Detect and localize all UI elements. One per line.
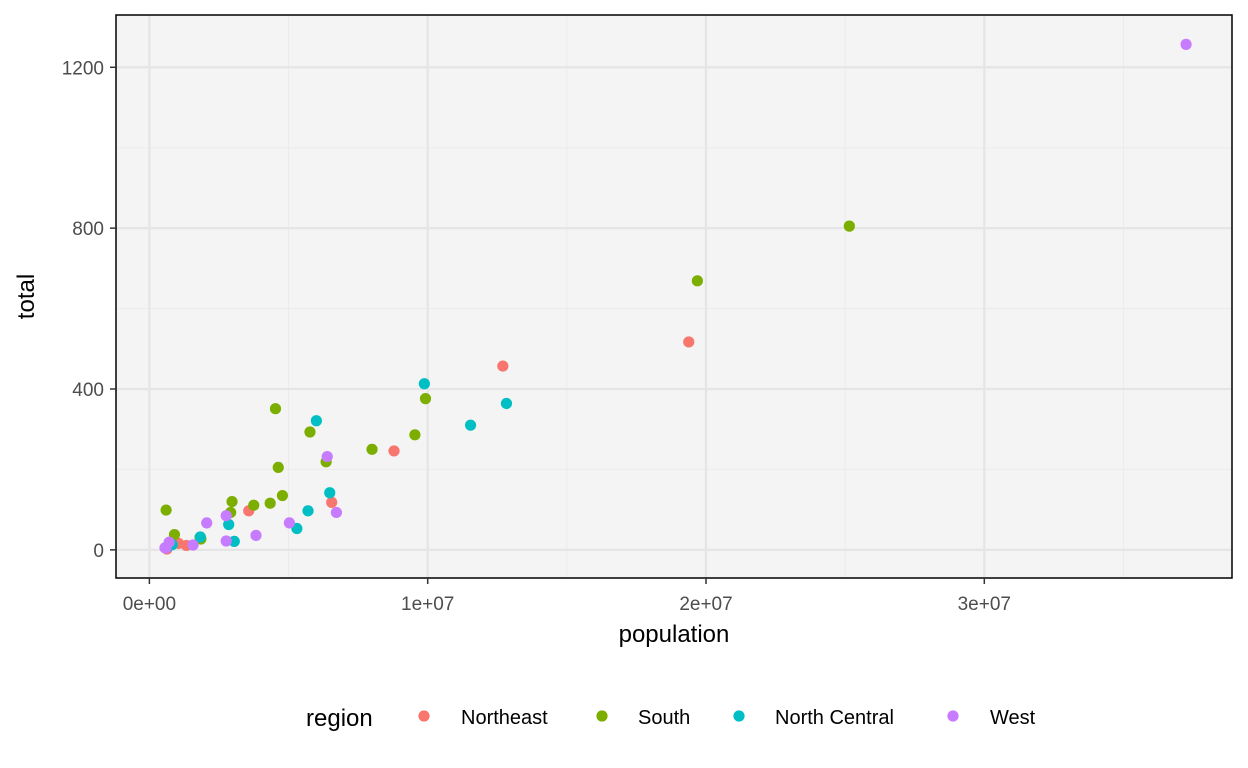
data-point-north-central [310, 415, 322, 427]
legend-key-south [596, 710, 608, 722]
panel-background [116, 15, 1232, 578]
y-axis-title: total [13, 274, 40, 319]
legend-label-northeast: Northeast [461, 707, 548, 729]
data-point-north-central [194, 531, 206, 543]
data-point-south [419, 393, 432, 405]
panel-border [115, 14, 1233, 579]
x-tick-label: 2e+07 [679, 594, 732, 615]
data-point-south [276, 489, 289, 502]
data-point-south [269, 403, 282, 415]
data-point-west [220, 510, 232, 522]
legend-key-west [947, 710, 959, 722]
data-point-north-central [302, 505, 314, 517]
data-point-north-central [418, 378, 430, 390]
x-tick-label: 3e+07 [958, 594, 1011, 615]
y-tick-label: 400 [72, 380, 104, 401]
data-point-south [409, 429, 421, 441]
data-point-south [226, 495, 238, 508]
data-point-west [201, 517, 213, 529]
data-point-northeast [683, 336, 695, 348]
data-point-north-central [324, 487, 336, 499]
legend-label-west: West [990, 707, 1036, 729]
data-point-west [283, 517, 295, 529]
legend-key-northeast [418, 710, 430, 722]
data-point-north-central [464, 419, 477, 431]
data-point-west [187, 539, 199, 551]
data-point-west [220, 535, 232, 547]
legend-label-south: South [638, 707, 690, 729]
y-tick-label: 1200 [62, 58, 104, 79]
data-point-north-central [223, 518, 235, 531]
legend: region Northeast South North Central West [306, 705, 1036, 732]
legend-title: region [306, 705, 373, 732]
data-point-west [1180, 38, 1192, 50]
data-point-northeast [497, 360, 509, 372]
axis-ticks: 0e+00 1e+07 2e+07 3e+07 0 400 800 1200 [62, 58, 1011, 615]
data-point-south [264, 497, 276, 509]
x-axis-title: population [619, 621, 730, 648]
legend-key-north-central [733, 710, 745, 722]
data-point-west [330, 506, 343, 519]
y-tick-label: 800 [72, 219, 104, 240]
data-point-south [691, 275, 703, 287]
data-point-south [160, 504, 172, 516]
data-points [159, 38, 1192, 555]
x-tick-label: 0e+00 [123, 594, 176, 615]
data-point-west [321, 450, 333, 463]
legend-label-north-central: North Central [775, 707, 894, 729]
legend-entries: Northeast South North Central West [418, 707, 1036, 729]
data-point-west [159, 542, 171, 554]
x-tick-label: 1e+07 [401, 594, 454, 615]
data-point-south [843, 220, 855, 232]
data-point-south [304, 426, 316, 438]
data-point-south [248, 499, 260, 511]
data-point-north-central [500, 397, 513, 410]
data-point-northeast [326, 496, 338, 508]
grid-lines [116, 15, 1232, 578]
data-point-north-central [228, 535, 240, 548]
y-tick-label: 0 [93, 541, 104, 562]
plot-panel [116, 15, 1232, 578]
data-point-south [366, 443, 378, 455]
data-point-west [250, 529, 262, 541]
data-point-northeast [388, 445, 400, 457]
data-point-south [272, 461, 284, 474]
